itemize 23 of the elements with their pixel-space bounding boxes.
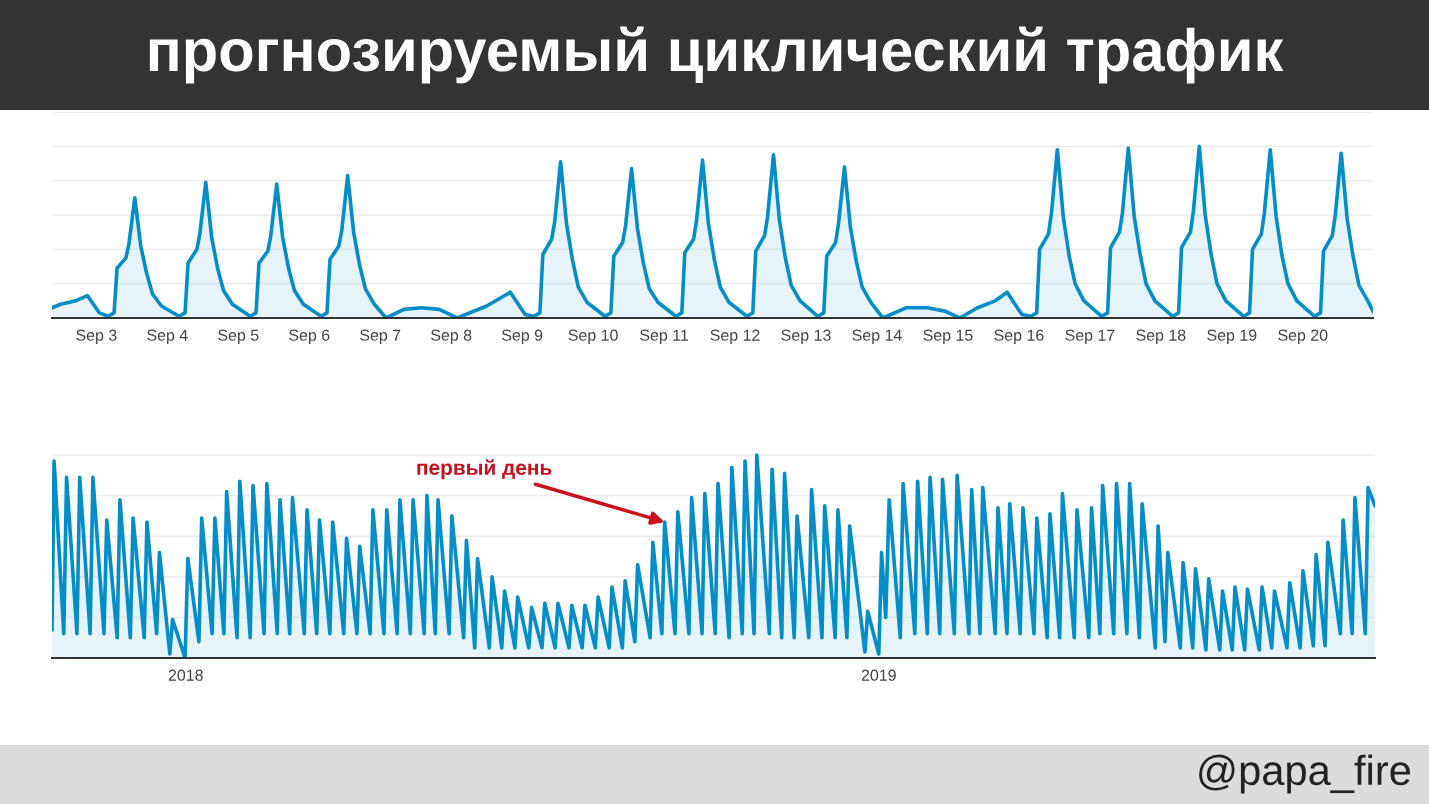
text: @papa_fire [1199, 754, 1411, 794]
x-tick-label: Sep 10 [568, 329, 618, 344]
x-tick-label: Sep 18 [1136, 329, 1186, 344]
x-tick-label: Sep 5 [218, 329, 259, 344]
x-tick-label: Sep 3 [76, 329, 117, 344]
x-tick-label: Sep 8 [431, 329, 472, 344]
x-tick-label: 2018 [168, 669, 203, 681]
annotation: первый день [417, 459, 552, 480]
x-tick-label: Sep 11 [640, 329, 689, 344]
x-tick-label: Sep 20 [1278, 329, 1328, 344]
x-tick-label: Sep 19 [1207, 329, 1257, 344]
x-tick-label: 2019 [861, 669, 896, 681]
x-tick-label: Sep 12 [710, 329, 760, 344]
x-tick-label: Sep 7 [360, 329, 401, 344]
x-tick-label: Sep 15 [923, 329, 973, 344]
x-tick-label: Sep 17 [1065, 329, 1115, 344]
x-tick-label: Sep 9 [502, 329, 543, 344]
x-tick-label: Sep 4 [147, 329, 188, 344]
chart-title: прогнозируемый циклический трафик [149, 26, 1284, 84]
x-tick-label: Sep 6 [289, 329, 330, 344]
x-tick-label: Sep 14 [852, 329, 902, 344]
x-tick-label: Sep 13 [781, 329, 831, 344]
x-tick-label: Sep 16 [994, 329, 1044, 344]
